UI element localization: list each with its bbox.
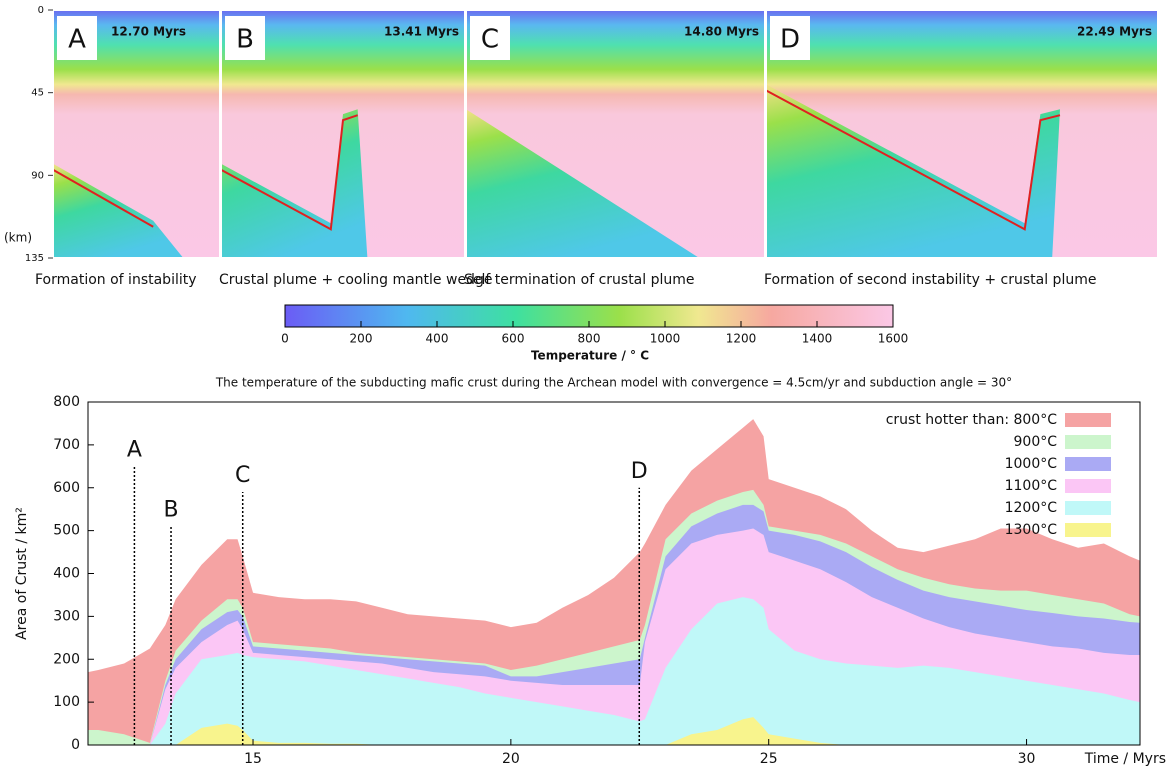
area-chart: The temperature of the subducting mafic … [14,376,1166,767]
legend-swatch [1065,479,1111,493]
colorbar-tick-label: 200 [350,332,373,346]
crust-contour [220,114,358,231]
colorbar-tick-label: 1600 [878,332,909,346]
panel-time: 12.70 Myrs [111,25,186,39]
crust-contour [765,89,1061,231]
panel-caption: Formation of second instability + crusta… [764,272,1096,288]
legend-label: crust hotter than: 800°C [886,412,1057,428]
legend-swatch [1065,523,1111,537]
x-tick-label: 15 [244,751,262,767]
panel-time: 22.49 Myrs [1077,25,1152,39]
legend-label: 1200°C [1005,500,1058,516]
panel-label: D [780,25,800,55]
panel-y-tick-label: 135 [25,253,44,264]
event-label: D [631,459,648,484]
panel-frame [765,9,1159,259]
y-tick-label: 700 [53,437,80,453]
legend-swatch [1065,501,1111,515]
y-tick-label: 800 [53,394,80,410]
legend-swatch [1065,435,1111,449]
y-axis-label: Area of Crust / km² [14,507,30,640]
colorbar-tick-label: 800 [578,332,601,346]
x-tick-label: 30 [1018,751,1036,767]
y-tick-label: 300 [53,608,80,624]
colorbar-tick-label: 1200 [726,332,757,346]
legend-label: 1300°C [1005,522,1058,538]
panel-axis-label: (km) [4,231,32,245]
colorbar-tick-label: 400 [426,332,449,346]
panel-time: 13.41 Myrs [384,25,459,39]
event-label: A [127,437,142,462]
event-label: B [163,497,178,522]
label-box [470,16,510,60]
panel-y-tick-label: 45 [31,88,44,99]
panel-caption: Crustal plume + cooling mantle wedge [219,272,492,288]
area [88,597,1140,745]
panel-caption: Self termination of crustal plume [464,272,695,288]
panel-caption: Formation of instability [35,272,197,288]
y-tick-label: 0 [71,737,80,753]
colorbar-tick-label: 0 [281,332,289,346]
x-tick-label: 20 [502,751,520,767]
panel-label: A [68,25,86,55]
y-tick-label: 200 [53,651,80,667]
area [88,717,1140,745]
crust-contour [52,168,154,228]
colorbar-tick-label: 1400 [802,332,833,346]
panel-label: B [236,25,254,55]
panel-y-tick-label: 90 [31,170,44,181]
legend-swatch [1065,457,1111,471]
legend-label: 1000°C [1005,456,1058,472]
y-tick-label: 100 [53,694,80,710]
panel-time: 14.80 Myrs [684,25,759,39]
event-label: C [235,463,250,488]
y-tick-label: 400 [53,566,80,582]
label-box [57,16,97,60]
y-tick-label: 600 [53,480,80,496]
x-tick-label: 25 [760,751,778,767]
panel-label: C [481,25,499,55]
legend-swatch [1065,413,1111,427]
label-box [225,16,265,60]
label-box [770,16,810,60]
legend-label: 1100°C [1005,478,1058,494]
colorbar-tick-label: 600 [502,332,525,346]
x-axis-label: Time / Myrs [1084,751,1166,767]
panels: A 12.70 Myrs Formation of instability B 13.4… [4,5,1159,363]
slab [766,84,1060,259]
slab [466,109,700,258]
colorbar-label: Temperature / ° C [531,349,649,363]
slab [221,109,368,258]
colorbar-tick-label: 1000 [650,332,681,346]
panel-y-tick-label: 0 [38,5,44,16]
legend-label: 900°C [1014,434,1058,450]
y-tick-label: 500 [53,523,80,539]
chart-title: The temperature of the subducting mafic … [215,376,1012,390]
